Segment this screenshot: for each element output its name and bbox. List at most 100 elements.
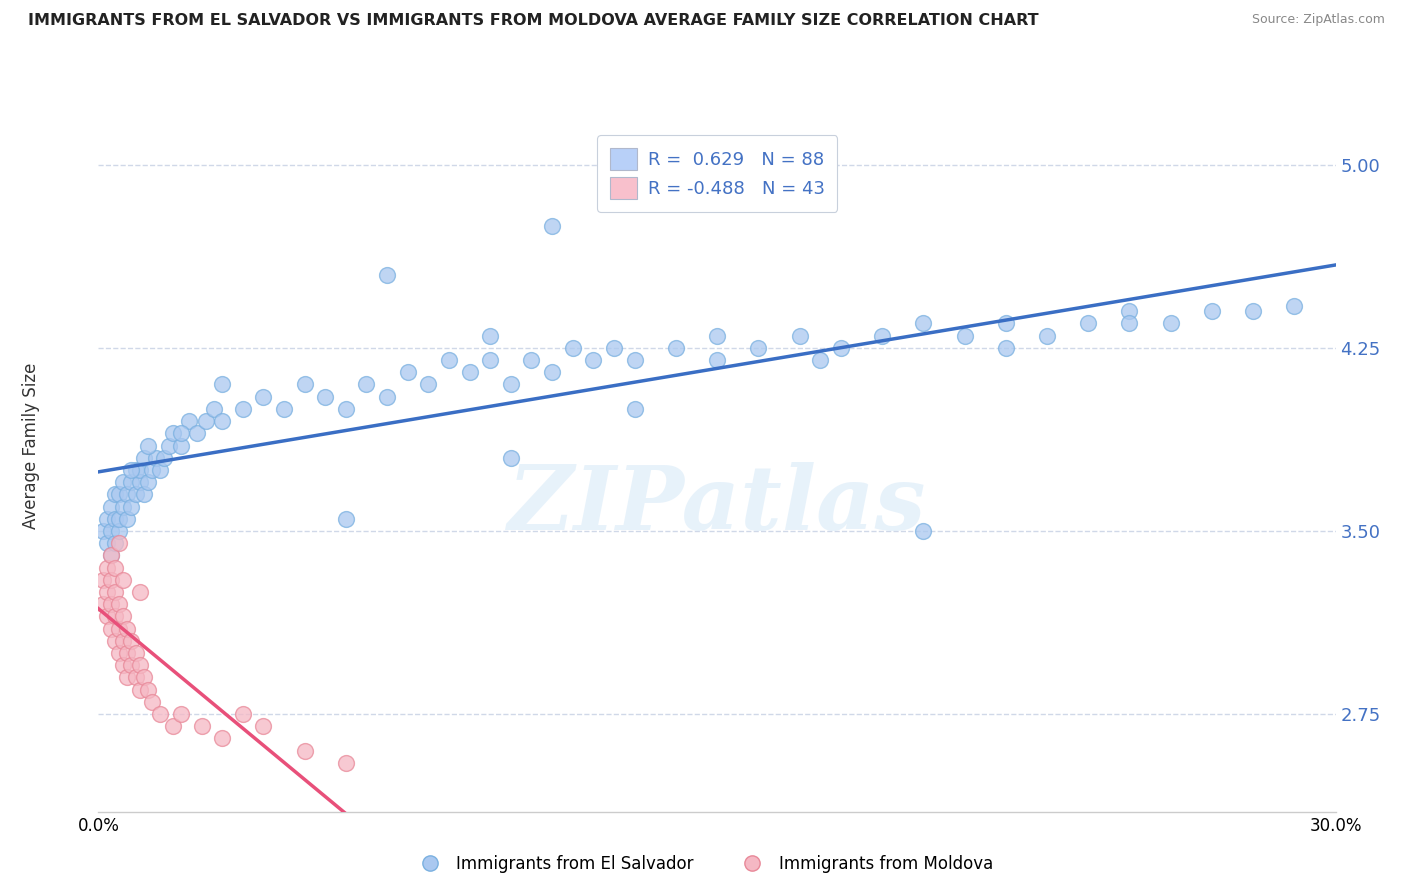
Point	[124, 646, 146, 660]
Point	[994, 341, 1017, 355]
Point	[104, 487, 127, 501]
Point	[418, 377, 440, 392]
Text: IMMIGRANTS FROM EL SALVADOR VS IMMIGRANTS FROM MOLDOVA AVERAGE FAMILY SIZE CORRE: IMMIGRANTS FROM EL SALVADOR VS IMMIGRANT…	[28, 13, 1039, 29]
Point	[314, 390, 336, 404]
Point	[232, 707, 254, 722]
Point	[153, 450, 176, 465]
Point	[141, 463, 163, 477]
Point	[136, 682, 159, 697]
Point	[375, 268, 398, 282]
Point	[100, 500, 122, 514]
Point	[108, 536, 131, 550]
Point	[789, 328, 811, 343]
Point	[479, 353, 502, 368]
Point	[335, 401, 357, 416]
Point	[232, 401, 254, 416]
Point	[128, 585, 150, 599]
Point	[104, 585, 127, 599]
Point	[211, 731, 233, 746]
Point	[252, 719, 274, 733]
Point	[953, 328, 976, 343]
Point	[108, 646, 131, 660]
Point	[132, 487, 155, 501]
Point	[747, 341, 769, 355]
Point	[179, 414, 201, 428]
Point	[194, 414, 217, 428]
Point	[120, 475, 142, 490]
Point	[128, 658, 150, 673]
Point	[396, 365, 419, 379]
Point	[1077, 317, 1099, 331]
Point	[91, 597, 114, 611]
Point	[149, 463, 172, 477]
Point	[520, 353, 543, 368]
Point	[96, 585, 118, 599]
Point	[1036, 328, 1059, 343]
Point	[582, 353, 605, 368]
Point	[273, 401, 295, 416]
Point	[141, 695, 163, 709]
Point	[912, 524, 935, 538]
Legend: R =  0.629   N = 88, R = -0.488   N = 43: R = 0.629 N = 88, R = -0.488 N = 43	[598, 136, 837, 212]
Point	[96, 512, 118, 526]
Point	[112, 658, 135, 673]
Point	[132, 450, 155, 465]
Point	[128, 475, 150, 490]
Point	[706, 353, 728, 368]
Point	[294, 744, 316, 758]
Point	[100, 622, 122, 636]
Point	[100, 549, 122, 563]
Point	[128, 463, 150, 477]
Point	[211, 377, 233, 392]
Point	[623, 401, 645, 416]
Point	[170, 438, 193, 452]
Point	[108, 524, 131, 538]
Point	[458, 365, 481, 379]
Point	[561, 341, 583, 355]
Point	[108, 597, 131, 611]
Point	[112, 633, 135, 648]
Point	[1201, 304, 1223, 318]
Point	[145, 450, 167, 465]
Point	[541, 365, 564, 379]
Point	[186, 426, 208, 441]
Point	[190, 719, 212, 733]
Legend: Immigrants from El Salvador, Immigrants from Moldova: Immigrants from El Salvador, Immigrants …	[406, 848, 1000, 880]
Point	[96, 560, 118, 574]
Point	[170, 707, 193, 722]
Point	[912, 317, 935, 331]
Point	[100, 549, 122, 563]
Point	[830, 341, 852, 355]
Point	[108, 487, 131, 501]
Point	[117, 487, 139, 501]
Point	[541, 219, 564, 233]
Point	[1160, 317, 1182, 331]
Point	[162, 719, 184, 733]
Point	[1241, 304, 1264, 318]
Point	[120, 500, 142, 514]
Point	[499, 450, 522, 465]
Point	[211, 414, 233, 428]
Point	[132, 670, 155, 684]
Point	[994, 317, 1017, 331]
Point	[117, 670, 139, 684]
Point	[252, 390, 274, 404]
Text: ZIPatlas: ZIPatlas	[509, 462, 925, 549]
Text: Source: ZipAtlas.com: Source: ZipAtlas.com	[1251, 13, 1385, 27]
Point	[104, 560, 127, 574]
Point	[104, 536, 127, 550]
Point	[623, 353, 645, 368]
Point	[202, 401, 225, 416]
Point	[375, 390, 398, 404]
Point	[157, 438, 180, 452]
Point	[120, 658, 142, 673]
Point	[665, 341, 688, 355]
Point	[1118, 317, 1140, 331]
Point	[117, 646, 139, 660]
Text: Average Family Size: Average Family Size	[22, 363, 39, 529]
Point	[149, 707, 172, 722]
Point	[104, 512, 127, 526]
Point	[124, 670, 146, 684]
Point	[91, 524, 114, 538]
Point	[170, 426, 193, 441]
